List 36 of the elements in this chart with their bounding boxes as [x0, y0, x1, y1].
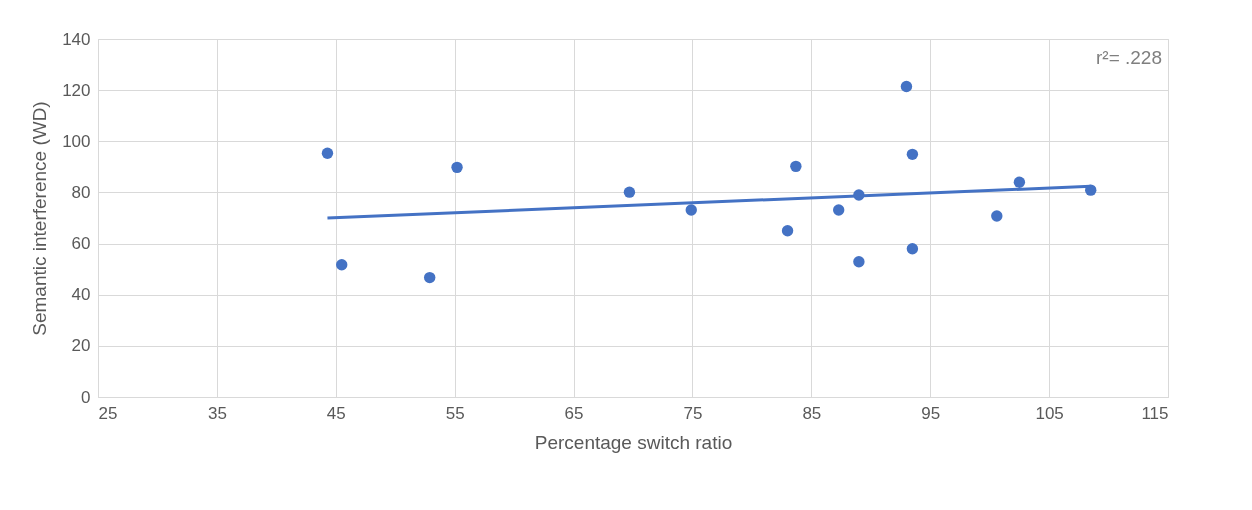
point [685, 204, 697, 216]
point [781, 225, 794, 237]
x-tick-label: 35 [207, 403, 227, 423]
y-tick-label: 60 [71, 234, 91, 254]
point [1013, 176, 1026, 188]
annotation: r²= .228 [1095, 47, 1162, 68]
point [900, 80, 913, 93]
x-tick-label: 75 [683, 403, 703, 423]
y-tick-label: 140 [62, 29, 91, 49]
point [336, 259, 348, 271]
point [623, 186, 636, 198]
x-tick-label: 115 [1141, 403, 1169, 423]
x-tick-label: 65 [564, 403, 584, 423]
x-axis-title: Percentage switch ratio [534, 431, 733, 453]
x-tick-label: 85 [802, 403, 822, 423]
x-tick-label: 25 [98, 403, 118, 423]
y-tick-label: 0 [81, 387, 91, 407]
point [906, 243, 919, 255]
x-tick-label: 95 [921, 403, 941, 423]
point [321, 147, 334, 159]
point [991, 210, 1003, 222]
y-tick-label: 20 [71, 336, 91, 356]
y-tick-label: 100 [62, 131, 91, 151]
y-tick-label: 120 [62, 80, 91, 100]
y-tick-label: 40 [71, 285, 91, 305]
x-tick-label: 55 [445, 403, 465, 423]
point [790, 160, 802, 173]
point [451, 161, 463, 174]
point [906, 148, 919, 161]
x-tick-label: 45 [326, 403, 346, 423]
point [424, 271, 436, 284]
point [832, 204, 845, 216]
x-tick-label: 105 [1035, 403, 1064, 423]
y-tick-label: 80 [71, 182, 91, 202]
y-axis-title: Semantic interference (WD) [29, 101, 51, 336]
point [853, 256, 865, 268]
